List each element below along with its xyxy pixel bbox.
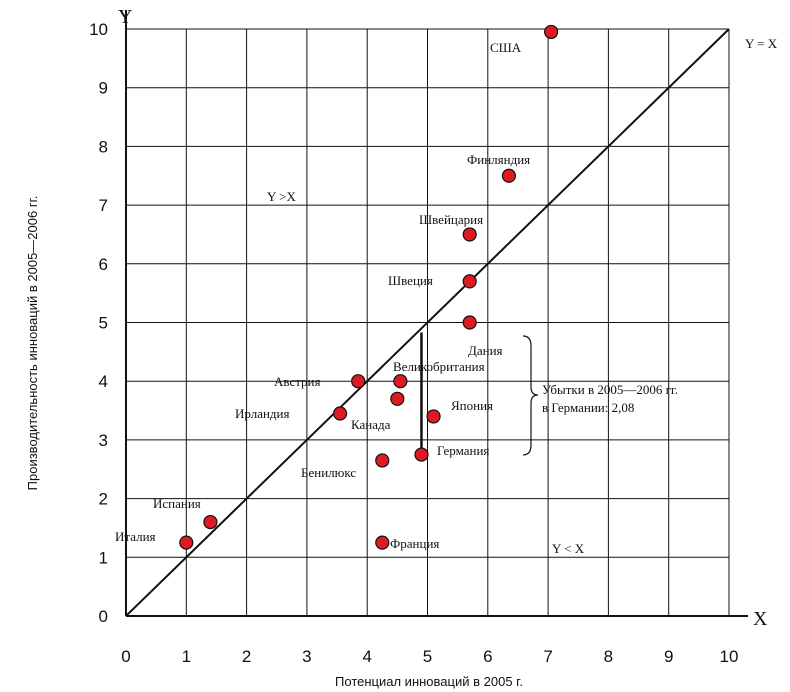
point-label: Дания bbox=[468, 343, 503, 358]
point-label: США bbox=[490, 40, 522, 55]
data-point bbox=[462, 315, 477, 330]
y-tick-label: 1 bbox=[99, 548, 108, 567]
x-tick-label: 10 bbox=[720, 647, 739, 666]
x-axis-title: Потенциал инноваций в 2005 г. bbox=[335, 674, 523, 689]
y-tick-label: 10 bbox=[89, 20, 108, 39]
point-label: Швеция bbox=[388, 273, 433, 288]
y-axis-title: Производительность инноваций в 2005—2006… bbox=[25, 196, 40, 491]
grid bbox=[126, 28, 730, 616]
x-tick-label: 4 bbox=[362, 647, 371, 666]
point-label: Бенилюкс bbox=[301, 465, 356, 480]
x-tick-label: 8 bbox=[604, 647, 613, 666]
data-point bbox=[332, 406, 348, 421]
y-tick-label: 9 bbox=[99, 79, 108, 98]
loss-annotation-line2: в Германии: 2,08 bbox=[542, 400, 634, 415]
data-point bbox=[179, 535, 194, 550]
point-label: Испания bbox=[153, 496, 201, 511]
point-label: Финляндия bbox=[467, 152, 530, 167]
y-tick-label: 6 bbox=[99, 255, 108, 274]
y-tick-labels: 0 1 2 3 4 5 6 7 8 9 10 bbox=[89, 20, 108, 626]
point-label: Германия bbox=[437, 443, 489, 458]
point-labels: США Финляндия Швейцария Швеция ДанияВеликобр… bbox=[115, 40, 530, 551]
x-tick-label: 7 bbox=[543, 647, 552, 666]
loss-brace bbox=[522, 335, 539, 456]
x-tick-label: 2 bbox=[242, 647, 251, 666]
loss-annotation-line1: Убытки в 2005—2006 гг. bbox=[542, 382, 678, 397]
x-tick-labels: 0 1 2 3 4 5 6 7 8 9 10 bbox=[121, 647, 738, 666]
point-label: Канада bbox=[351, 417, 391, 432]
point-label: Япония bbox=[451, 398, 493, 413]
data-point bbox=[426, 409, 441, 424]
point-label: Великобритания bbox=[393, 359, 485, 374]
data-point bbox=[203, 514, 218, 530]
data-point bbox=[390, 391, 405, 406]
y-tick-label: 0 bbox=[99, 607, 108, 626]
data-point bbox=[414, 447, 429, 462]
data-point bbox=[501, 168, 517, 183]
data-points bbox=[179, 24, 559, 550]
point-label: Италия bbox=[115, 529, 156, 544]
y-tick-label: 8 bbox=[99, 137, 108, 156]
data-point bbox=[375, 535, 390, 550]
x-tick-label: 1 bbox=[182, 647, 191, 666]
diagonal-label: Y = X bbox=[745, 36, 778, 51]
x-tick-label: 0 bbox=[121, 647, 130, 666]
x-tick-label: 6 bbox=[483, 647, 492, 666]
x-tick-label: 9 bbox=[664, 647, 673, 666]
data-point bbox=[375, 453, 390, 468]
axes bbox=[125, 10, 748, 617]
point-label: Франция bbox=[390, 536, 439, 551]
x-axis-letter: X bbox=[753, 608, 768, 630]
data-point bbox=[462, 274, 477, 289]
x-tick-label: 5 bbox=[423, 647, 432, 666]
point-label: Швейцария bbox=[419, 212, 483, 227]
data-point bbox=[544, 24, 559, 40]
data-point bbox=[351, 374, 366, 389]
y-tick-label: 3 bbox=[99, 431, 108, 450]
x-tick-label: 3 bbox=[302, 647, 311, 666]
y-tick-label: 4 bbox=[99, 372, 108, 391]
point-label: Ирландия bbox=[235, 406, 290, 421]
data-point bbox=[462, 227, 477, 242]
region-below-label: Y < X bbox=[552, 541, 585, 556]
y-tick-label: 5 bbox=[99, 314, 108, 333]
y-tick-label: 7 bbox=[99, 196, 108, 215]
point-label: Австрия bbox=[274, 374, 321, 389]
region-above-label: Y >X bbox=[267, 189, 296, 204]
data-point bbox=[393, 374, 408, 389]
diagonal-line-y-equals-x bbox=[125, 28, 730, 617]
y-tick-label: 2 bbox=[99, 490, 108, 509]
y-axis-letter: Y bbox=[118, 6, 132, 28]
